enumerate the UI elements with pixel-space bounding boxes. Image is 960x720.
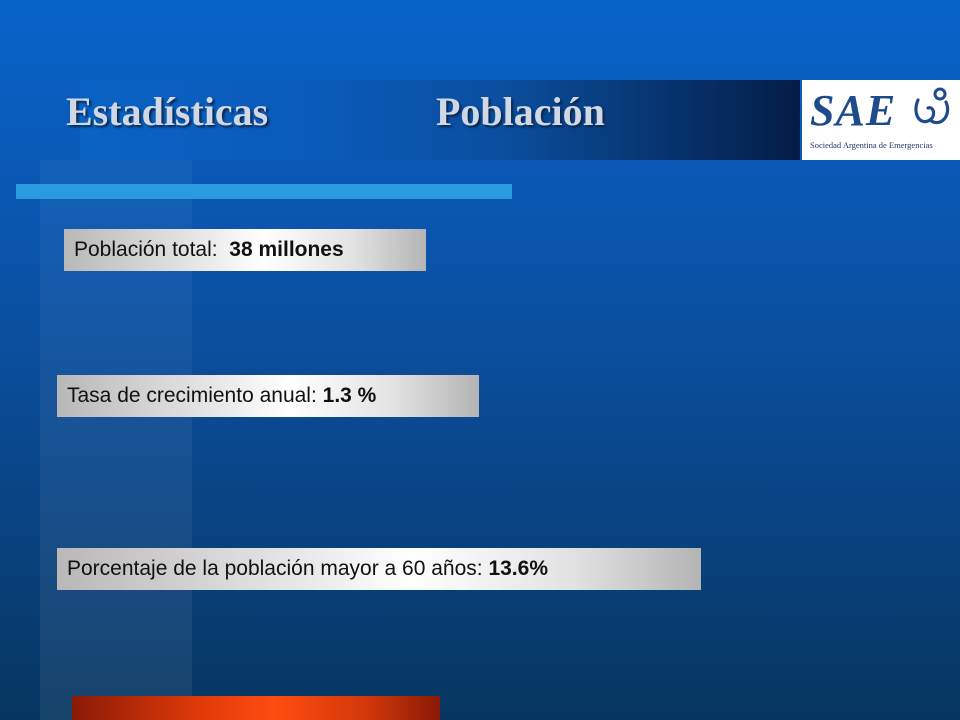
title-estadisticas: Estadísticas	[66, 89, 269, 134]
sae-logo: SAE Sociedad Argentina de Emergencias	[802, 80, 960, 160]
logo-swirl-icon	[914, 87, 950, 125]
stat-value: 13.6%	[488, 557, 548, 580]
title-poblacion: Población	[436, 89, 605, 134]
stat-label: Tasa de crecimiento anual:	[67, 384, 317, 407]
accent-bar	[16, 184, 512, 199]
logo-letters: SAE	[810, 86, 897, 135]
stat-growth-rate: Tasa de crecimiento anual: 1.3 %	[57, 375, 479, 417]
title-band	[80, 80, 800, 160]
stat-value: 1.3 %	[322, 384, 377, 407]
stat-total-population: Población total: 38 millones	[64, 229, 426, 271]
stat-value: 38 millones	[229, 238, 344, 261]
bottom-accent-bar	[72, 696, 440, 720]
logo-subtitle: Sociedad Argentina de Emergencias	[810, 140, 933, 150]
stat-label: Porcentaje de la población mayor a 60 añ…	[67, 557, 483, 580]
stat-population-over-60: Porcentaje de la población mayor a 60 añ…	[57, 548, 701, 590]
stat-label: Población total:	[74, 238, 218, 261]
